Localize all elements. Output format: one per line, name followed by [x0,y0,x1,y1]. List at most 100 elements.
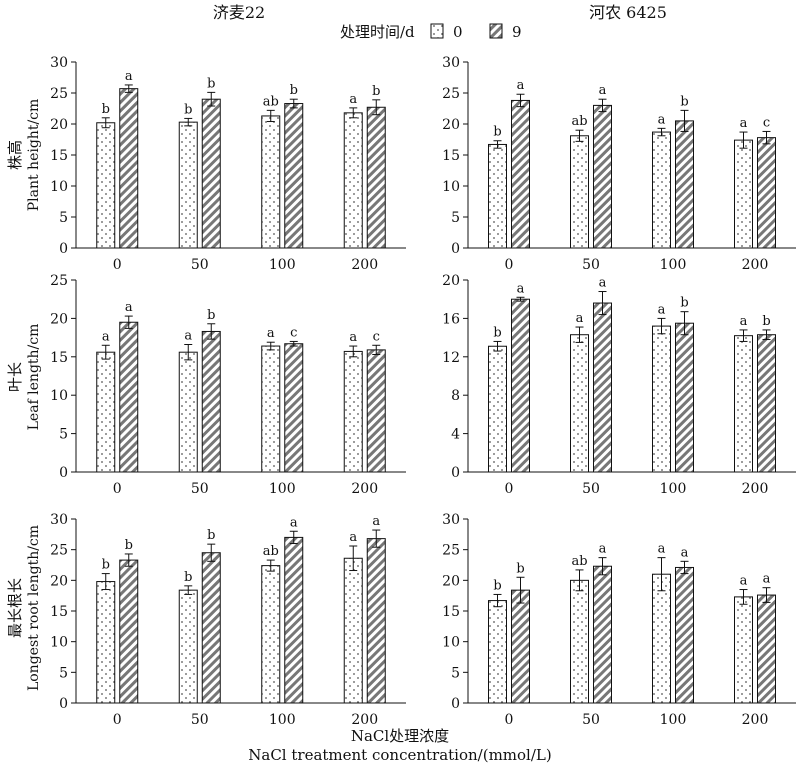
y-tick-label: 15 [50,604,68,620]
significance-letter: a [290,515,298,530]
row-label-leaf-length: 叶长 Leaf length/cm [6,324,42,431]
x-tick-label: 0 [113,712,122,728]
significance-letter: ab [571,554,587,569]
y-tick-label: 30 [50,512,68,528]
bar [488,143,507,249]
significance-letter: b [102,102,110,117]
bar [201,552,221,704]
y-tick-label: 25 [50,86,68,102]
bar [757,594,776,704]
y-tick-label: 16 [442,311,460,327]
y-tick-label: 0 [59,241,68,257]
y-tick-label: 20 [442,117,460,133]
significance-letter: b [493,325,501,340]
significance-letter: a [681,545,689,560]
bar [488,600,507,704]
x-tick-label: 100 [269,257,296,273]
significance-letter: a [599,276,607,291]
bar [119,88,139,249]
bar [366,349,386,473]
panels: 0510152025300ba50bb100abb200ab0510152025… [50,55,796,728]
y-tick-label: 20 [50,573,68,589]
bar [734,596,753,704]
significance-letter: b [493,578,501,593]
bar [119,559,139,704]
significance-letter: a [267,326,275,341]
bar [261,345,281,473]
x-tick-label: 50 [582,481,600,497]
y-tick-label: 0 [451,696,460,712]
significance-letter: ab [263,94,279,109]
bar [284,103,304,249]
bar [511,589,530,704]
y-tick-label: 10 [442,635,460,651]
y-tick-label: 25 [50,273,68,289]
x-tick-label: 0 [113,481,122,497]
significance-letter: b [372,84,380,99]
significance-letter: a [658,542,666,557]
y-tick-label: 15 [442,148,460,164]
bar [119,321,139,473]
significance-letter: a [517,78,525,93]
x-tick-label: 100 [269,481,296,497]
bar [366,106,386,249]
bar [570,135,589,249]
legend-item-0: 0 [453,23,463,41]
significance-letter: a [517,281,525,296]
significance-letter: b [207,76,215,91]
y-tick-label: 5 [59,665,68,681]
bar [178,589,198,704]
bar [261,115,281,249]
x-axis-title-en: NaCl treatment concentration/(mmol/L) [248,746,551,764]
significance-letter: b [516,561,524,576]
bar [652,573,671,704]
significance-letter: c [373,329,380,344]
y-tick-label: 10 [50,635,68,651]
significance-letter: b [680,94,688,109]
y-tick-label: 0 [59,465,68,481]
significance-letter: ab [263,544,279,559]
y-tick-label: 15 [442,604,460,620]
y-tick-label: 25 [442,86,460,102]
row-label-en: Plant height/cm [26,99,42,212]
significance-letter: a [349,92,357,107]
significance-letter: b [680,296,688,311]
y-tick-label: 8 [451,388,460,404]
significance-letter: b [762,314,770,329]
bar [757,137,776,249]
row-label-cn: 株高 [6,140,24,170]
x-tick-label: 200 [742,257,769,273]
x-tick-label: 50 [191,712,209,728]
x-axis-title-cn: NaCl处理浓度 [351,727,449,745]
y-tick-label: 10 [442,179,460,195]
bar [178,351,198,473]
bar [201,98,221,249]
y-tick-label: 30 [50,55,68,71]
row-label-en: Leaf length/cm [26,324,42,431]
x-tick-label: 100 [660,481,687,497]
x-tick-label: 50 [582,257,600,273]
significance-letter: b [184,570,192,585]
bar [757,334,776,473]
bar [734,139,753,249]
y-tick-label: 10 [50,179,68,195]
x-tick-label: 200 [351,481,378,497]
x-tick-label: 100 [269,712,296,728]
bar [593,565,612,704]
significance-letter: a [576,311,584,326]
significance-letter: a [658,302,666,317]
bar [284,343,304,473]
bar [178,121,198,249]
bar [343,350,363,473]
significance-letter: b [290,83,298,98]
bar [675,120,694,249]
x-tick-label: 100 [660,712,687,728]
significance-letter: a [102,329,110,344]
x-tick-label: 0 [505,481,514,497]
x-tick-label: 100 [660,257,687,273]
x-tick-label: 0 [505,257,514,273]
x-tick-label: 50 [582,712,600,728]
